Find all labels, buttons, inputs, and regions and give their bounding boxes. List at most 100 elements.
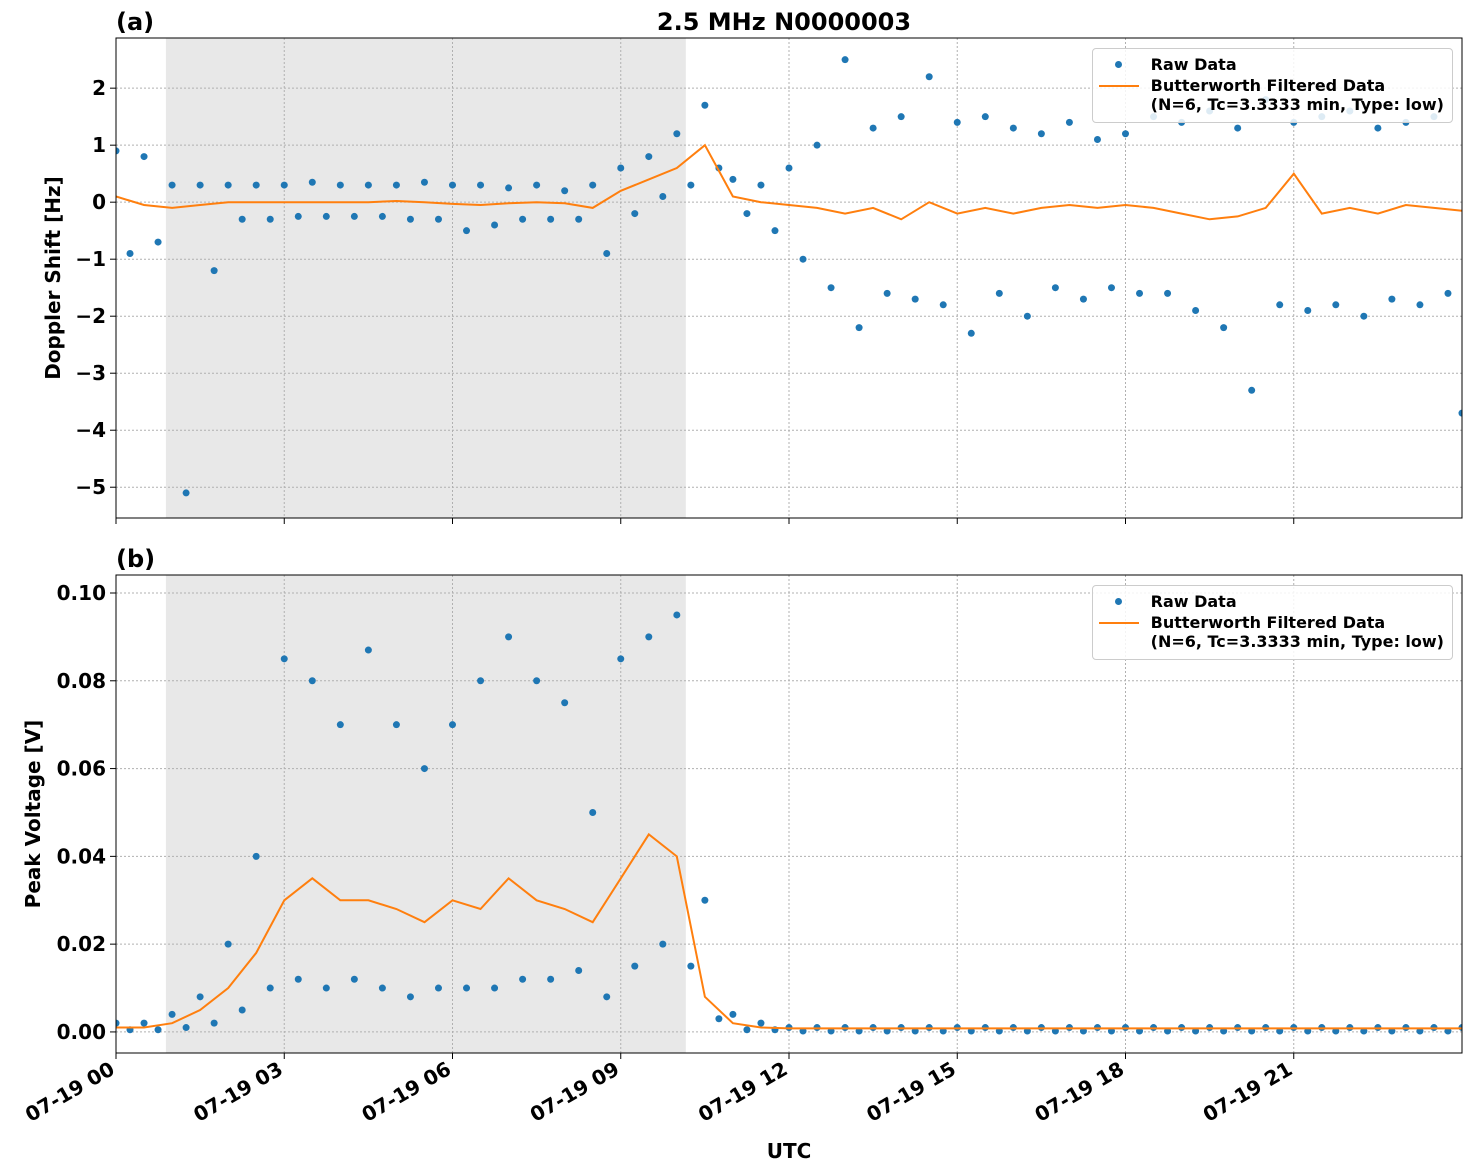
- raw-point: [603, 993, 611, 1001]
- y-tick-label: 0: [92, 190, 106, 214]
- chart-title: 2.5 MHz N0000003: [657, 8, 911, 36]
- raw-point: [266, 984, 274, 992]
- raw-point: [491, 984, 499, 992]
- raw-point: [308, 178, 316, 186]
- raw-point: [981, 113, 989, 121]
- raw-point: [547, 975, 555, 983]
- raw-point: [1304, 306, 1312, 314]
- raw-point: [350, 975, 358, 983]
- legend-marker: [1114, 598, 1122, 605]
- raw-point: [701, 896, 709, 904]
- raw-point: [322, 984, 330, 992]
- raw-point: [729, 1010, 737, 1018]
- raw-point: [168, 1010, 176, 1018]
- raw-point: [505, 633, 513, 641]
- x-tick-label: 07-19 03: [189, 1057, 287, 1127]
- legend-key: [1099, 592, 1139, 611]
- raw-point: [1079, 295, 1087, 303]
- plot-area: [116, 611, 1462, 1035]
- raw-point: [168, 181, 176, 189]
- raw-point: [266, 215, 274, 223]
- raw-point: [1360, 312, 1368, 320]
- raw-point: [603, 249, 611, 257]
- raw-point: [434, 984, 442, 992]
- legend-label: Raw Data: [1150, 592, 1237, 611]
- raw-point: [533, 181, 541, 189]
- raw-point: [547, 215, 555, 223]
- raw-point: [182, 1024, 190, 1032]
- raw-point: [392, 181, 400, 189]
- raw-point: [743, 210, 751, 218]
- raw-point: [841, 56, 849, 64]
- raw-point: [869, 124, 877, 132]
- y-tick-label: −2: [75, 304, 106, 328]
- raw-point: [196, 181, 204, 189]
- raw-point: [519, 215, 527, 223]
- raw-point: [659, 940, 667, 948]
- raw-point: [1164, 289, 1172, 297]
- raw-point: [519, 975, 527, 983]
- raw-point: [925, 73, 933, 81]
- legend-label: Butterworth Filtered Data (N=6, Tc=3.333…: [1150, 76, 1444, 114]
- raw-point: [561, 699, 569, 707]
- raw-point: [116, 1019, 120, 1027]
- raw-point: [364, 181, 372, 189]
- raw-point: [673, 611, 681, 619]
- raw-point: [589, 808, 597, 816]
- y-tick-label: 0.00: [57, 1020, 106, 1044]
- y-tick-label: −4: [75, 418, 106, 442]
- raw-point: [378, 984, 386, 992]
- y-tick-label: 0.10: [57, 581, 106, 605]
- x-tick-label: 07-19 00: [21, 1057, 119, 1127]
- raw-point: [154, 238, 162, 246]
- raw-point: [294, 975, 302, 983]
- y-tick-label: 0.06: [57, 757, 106, 781]
- raw-point: [196, 993, 204, 1001]
- raw-point: [659, 192, 667, 200]
- legend-line: [1098, 85, 1139, 87]
- raw-point: [967, 329, 975, 337]
- filtered-line: [116, 143, 1462, 221]
- legend-label: Raw Data: [1150, 55, 1237, 74]
- raw-point: [687, 962, 695, 970]
- y-tick-label: 1: [92, 133, 106, 157]
- filtered-line: [116, 832, 1462, 1030]
- raw-point: [420, 765, 428, 773]
- raw-point: [1136, 289, 1144, 297]
- axes-frame: [115, 574, 1463, 1054]
- raw-point: [939, 301, 947, 309]
- panel-label: (a): [116, 8, 154, 36]
- raw-point: [477, 677, 485, 685]
- raw-point: [1093, 135, 1101, 143]
- raw-point: [687, 181, 695, 189]
- raw-point: [897, 113, 905, 121]
- raw-point: [743, 1026, 751, 1034]
- raw-point: [883, 289, 891, 297]
- raw-point: [799, 255, 807, 263]
- legend-label: Butterworth Filtered Data (N=6, Tc=3.333…: [1150, 613, 1444, 651]
- raw-point: [336, 721, 344, 729]
- raw-point: [449, 181, 456, 189]
- y-tick-label: −5: [75, 475, 106, 499]
- raw-point: [701, 101, 709, 109]
- legend-marker: [1114, 61, 1122, 68]
- raw-point: [995, 289, 1003, 297]
- raw-point: [631, 210, 639, 218]
- y-tick-label: 0.04: [57, 844, 106, 868]
- raw-point: [631, 962, 639, 970]
- raw-point: [140, 1019, 148, 1027]
- y-tick-label: 0.08: [57, 669, 106, 693]
- raw-point: [1122, 130, 1129, 138]
- raw-point: [771, 227, 779, 235]
- raw-point: [1009, 124, 1017, 132]
- x-tick-label: 07-19 21: [1199, 1057, 1297, 1127]
- panel-label: (b): [116, 545, 155, 573]
- raw-point: [729, 175, 737, 183]
- raw-point: [1065, 118, 1073, 126]
- legend-entry: Raw Data: [1099, 55, 1444, 74]
- y-axis-label: Doppler Shift [Hz]: [41, 176, 65, 380]
- x-tick-label: 07-19 09: [526, 1057, 624, 1127]
- raw-point: [1248, 386, 1256, 394]
